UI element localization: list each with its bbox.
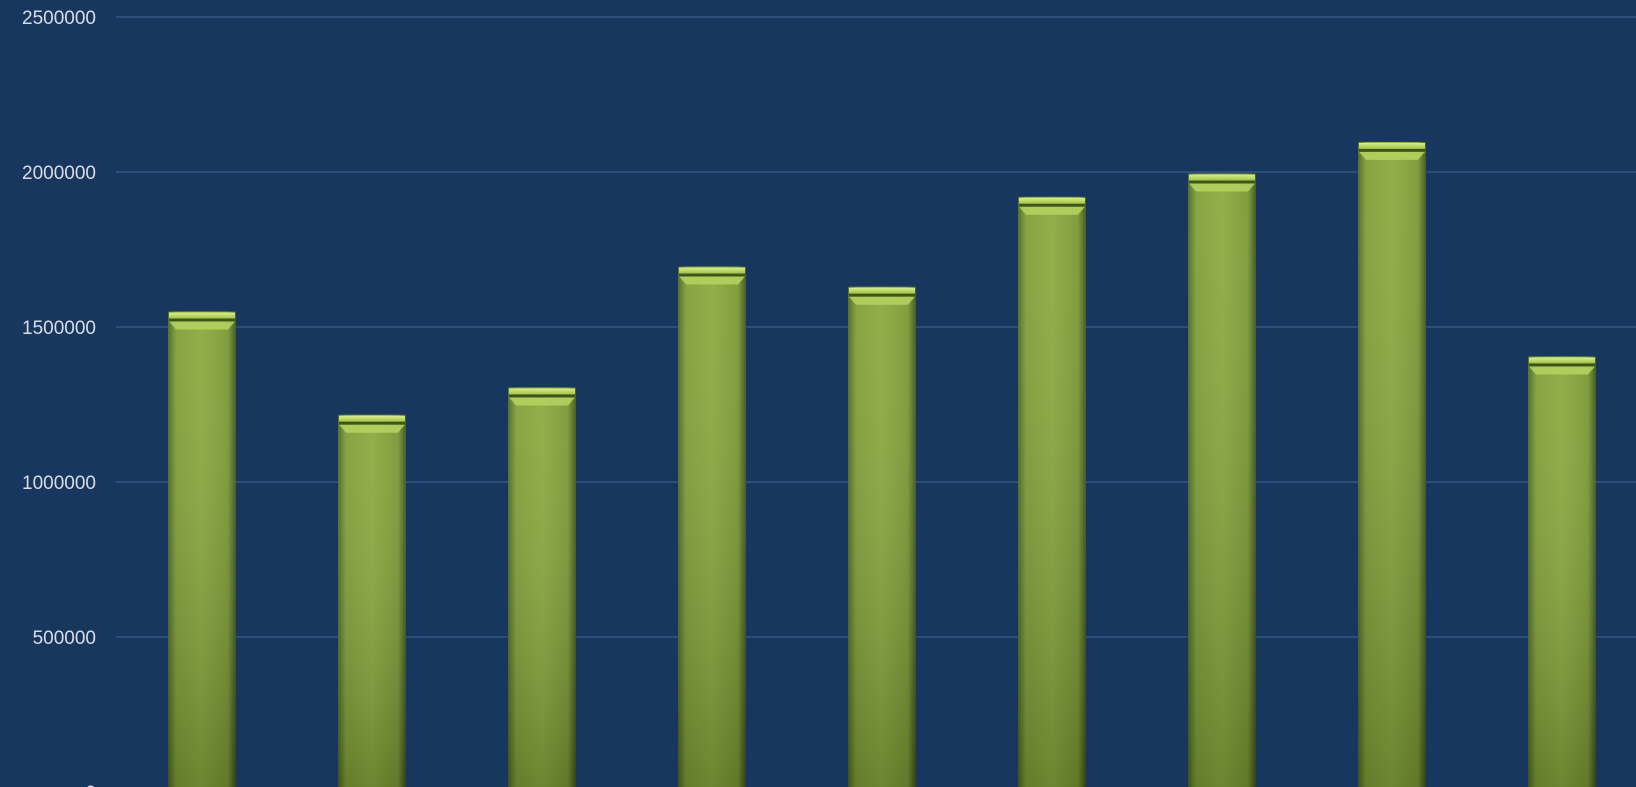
bar-top-cap xyxy=(509,388,575,395)
bar-top-cap xyxy=(1529,357,1595,364)
bar-shade xyxy=(168,311,236,787)
bar-top-cap xyxy=(849,287,915,294)
bar-bevel xyxy=(679,276,745,285)
bar xyxy=(1528,356,1596,787)
y-tick-label: 0 xyxy=(85,783,96,787)
y-tick-label: 1000000 xyxy=(22,473,96,494)
bar-cap-divider xyxy=(679,273,745,277)
bar-cap-divider xyxy=(339,421,405,425)
bar-top-cap xyxy=(169,312,235,319)
bar-shade xyxy=(848,286,916,787)
bar-cap-divider xyxy=(169,318,235,322)
bar-bevel xyxy=(1529,366,1595,375)
y-tick-label: 2500000 xyxy=(22,8,96,29)
bar-cap-divider xyxy=(509,394,575,398)
bar-cap-divider xyxy=(1359,148,1425,152)
bar-cap-divider xyxy=(849,293,915,297)
bar xyxy=(1358,141,1426,787)
bar xyxy=(1188,173,1256,787)
y-tick-label: 2000000 xyxy=(22,163,96,184)
bar-bevel xyxy=(339,424,405,433)
bar xyxy=(678,266,746,787)
bar xyxy=(508,387,576,787)
bar-top-cap xyxy=(1359,142,1425,149)
bar-shade xyxy=(508,387,576,787)
bar-top-cap xyxy=(1019,197,1085,204)
bar-shade xyxy=(1358,141,1426,787)
bar-bevel xyxy=(509,397,575,406)
bar-shade xyxy=(1528,356,1596,787)
bar-cap-divider xyxy=(1189,180,1255,184)
bar-shade xyxy=(678,266,746,787)
bar-top-cap xyxy=(339,415,405,422)
bar-cap-divider xyxy=(1529,363,1595,367)
bar-bevel xyxy=(1189,183,1255,192)
bar-shade xyxy=(1188,173,1256,787)
bar xyxy=(848,286,916,787)
bar xyxy=(168,311,236,787)
bar-bevel xyxy=(849,296,915,305)
bar xyxy=(1018,196,1086,787)
bar-shade xyxy=(338,414,406,787)
y-tick-label: 1500000 xyxy=(22,318,96,339)
bars xyxy=(168,141,1596,787)
y-axis-tick-labels: 0 500000 1000000 1500000 2000000 2500000 xyxy=(22,8,96,787)
bar-bevel xyxy=(1359,151,1425,160)
bar xyxy=(338,414,406,787)
bar-bevel xyxy=(169,321,235,330)
bar-shade xyxy=(1018,196,1086,787)
y-tick-label: 500000 xyxy=(33,628,96,649)
bar-top-cap xyxy=(679,267,745,274)
bar-bevel xyxy=(1019,206,1085,215)
bar-top-cap xyxy=(1189,174,1255,181)
bar-cap-divider xyxy=(1019,203,1085,207)
